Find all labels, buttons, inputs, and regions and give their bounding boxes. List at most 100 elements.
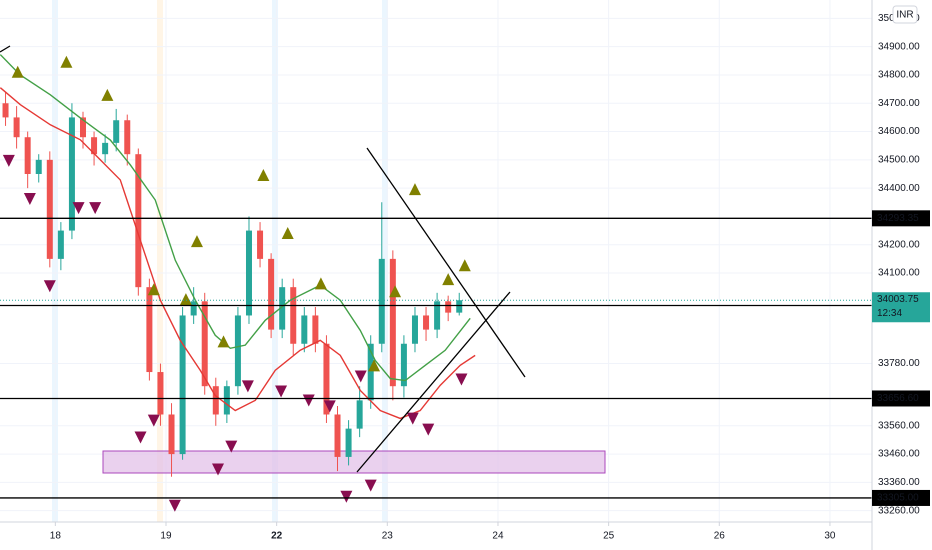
buy-signal xyxy=(389,285,402,298)
sell-signal xyxy=(225,440,238,453)
candle-body xyxy=(135,154,142,288)
trendline xyxy=(366,147,526,378)
trendlines xyxy=(0,45,526,473)
candle-body xyxy=(234,315,241,387)
sell-signal xyxy=(147,414,160,427)
candle-body xyxy=(334,414,341,457)
level-label-box xyxy=(872,390,930,407)
trendline xyxy=(0,45,11,53)
x-tick-label: 18 xyxy=(50,531,62,542)
candle-body xyxy=(378,258,385,344)
y-tick-label: 33360.00 xyxy=(878,477,920,488)
sell-signal xyxy=(168,499,181,512)
currency: INR xyxy=(896,10,913,21)
candle-body xyxy=(46,159,53,259)
y-tick-label: 33780.00 xyxy=(878,358,920,369)
x-tick-label: 25 xyxy=(603,531,615,542)
candle-body xyxy=(279,287,286,330)
sell-signal xyxy=(455,373,468,386)
y-tick-label: 34700.00 xyxy=(878,98,920,109)
candle-body xyxy=(24,137,31,174)
candle-body xyxy=(212,386,219,415)
y-tick-label: 34600.00 xyxy=(878,126,920,137)
candle-body xyxy=(91,137,98,155)
candle-body xyxy=(35,159,42,174)
y-tick-label: 33560.00 xyxy=(878,420,920,431)
sell-signal xyxy=(354,370,367,383)
x-tick-label: 19 xyxy=(160,531,172,542)
buy-signal xyxy=(458,259,471,272)
sell-signal xyxy=(134,431,147,444)
level-label: 33656.60 xyxy=(877,393,919,404)
y-tick-label: 34900.00 xyxy=(878,41,920,52)
candle-body xyxy=(411,315,418,344)
buy-signal xyxy=(281,226,294,239)
buy-signal xyxy=(101,88,114,101)
candle-body xyxy=(434,301,441,330)
level-label-box xyxy=(872,489,930,506)
axes: 35000.0034900.0034800.0034700.0034600.00… xyxy=(50,13,930,542)
candle-body xyxy=(312,315,319,344)
buy-signal xyxy=(442,273,455,286)
buy-signal xyxy=(408,183,421,196)
sell-signal xyxy=(212,463,224,476)
candle-body xyxy=(79,117,86,138)
sell-signal xyxy=(89,202,102,215)
buy-signal xyxy=(314,277,327,290)
candle-body xyxy=(168,414,175,455)
y-tick-label: 34100.00 xyxy=(878,268,920,279)
plot xyxy=(0,54,872,512)
sell-signal xyxy=(43,280,56,293)
candle-body xyxy=(201,301,208,387)
y-tick-label: 34400.00 xyxy=(878,183,920,194)
sell-signal xyxy=(72,202,85,215)
trendline xyxy=(356,291,511,473)
sell-signal xyxy=(340,490,353,503)
y-tick-label: 34200.00 xyxy=(878,239,920,250)
sell-signal xyxy=(364,479,377,492)
level-label: 34293.35 xyxy=(877,213,919,224)
candle-body xyxy=(13,117,20,138)
candle-body xyxy=(245,230,252,316)
sell-signal xyxy=(323,400,336,413)
countdown: 12:34 xyxy=(877,308,902,319)
buy-signal xyxy=(179,293,192,306)
candle-body xyxy=(68,117,75,231)
candle-body xyxy=(190,301,197,316)
session-band xyxy=(157,0,163,522)
y-tick-label: 34800.00 xyxy=(878,70,920,81)
candle-body xyxy=(223,386,230,415)
grid xyxy=(0,0,872,522)
buy-signal xyxy=(60,55,73,68)
candle-body xyxy=(367,343,374,401)
buy-signal xyxy=(257,168,270,181)
candle-body xyxy=(301,315,308,344)
buy-signal xyxy=(217,335,230,348)
session-band xyxy=(272,0,278,522)
y-tick-label: 33260.00 xyxy=(878,505,920,516)
candle-body xyxy=(57,230,64,259)
candle-body xyxy=(113,120,120,143)
candle-body xyxy=(268,258,275,330)
candle-body xyxy=(124,120,131,155)
candle-body xyxy=(146,287,153,373)
sell-signal xyxy=(302,394,315,407)
candle-body xyxy=(323,343,330,415)
candle-body xyxy=(179,315,186,455)
buy-signal xyxy=(147,283,160,296)
buy-signal xyxy=(190,235,203,248)
currency-badge[interactable] xyxy=(892,5,918,24)
candle-body xyxy=(102,142,109,155)
candle-body xyxy=(157,372,164,415)
buy-signal xyxy=(11,65,24,78)
last-price-label: 34003.75 xyxy=(877,294,919,305)
x-tick-label: 22 xyxy=(271,531,283,542)
sell-signal xyxy=(2,154,15,167)
demand-zone xyxy=(102,450,606,474)
sell-signal xyxy=(422,423,435,436)
level-label: 33305.00 xyxy=(877,493,919,504)
level-label-box xyxy=(872,210,930,227)
buy-signal xyxy=(368,359,381,372)
